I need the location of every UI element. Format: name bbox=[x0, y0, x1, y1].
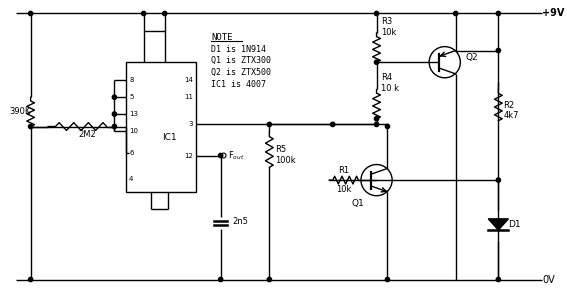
Text: 0V: 0V bbox=[542, 275, 555, 285]
Circle shape bbox=[112, 95, 117, 99]
Text: 5: 5 bbox=[129, 94, 133, 100]
Text: Q1 is ZTX300: Q1 is ZTX300 bbox=[211, 56, 271, 65]
Circle shape bbox=[112, 125, 117, 129]
Circle shape bbox=[112, 112, 117, 116]
Text: Q1: Q1 bbox=[352, 199, 365, 208]
Circle shape bbox=[331, 122, 335, 127]
Circle shape bbox=[496, 178, 501, 182]
Text: 100k: 100k bbox=[275, 156, 296, 165]
Text: R4: R4 bbox=[382, 73, 392, 82]
Text: NOTE: NOTE bbox=[211, 33, 232, 42]
Text: IC1: IC1 bbox=[162, 133, 177, 142]
Text: R3: R3 bbox=[382, 17, 393, 26]
Text: 12: 12 bbox=[184, 153, 193, 159]
Circle shape bbox=[267, 122, 272, 127]
Circle shape bbox=[496, 48, 501, 53]
Circle shape bbox=[374, 122, 379, 127]
Bar bbox=[126, 62, 196, 192]
Circle shape bbox=[374, 117, 379, 121]
Text: 2n5: 2n5 bbox=[232, 217, 248, 226]
Text: 13: 13 bbox=[129, 111, 138, 117]
Circle shape bbox=[218, 277, 223, 282]
Text: 2M2: 2M2 bbox=[78, 130, 96, 139]
Text: 11: 11 bbox=[184, 94, 193, 100]
Text: 3: 3 bbox=[189, 121, 193, 127]
Circle shape bbox=[454, 11, 458, 16]
Text: 10k: 10k bbox=[336, 185, 352, 194]
Text: 14: 14 bbox=[184, 77, 193, 83]
Text: 390K: 390K bbox=[9, 108, 31, 116]
Text: 4k7: 4k7 bbox=[503, 111, 519, 120]
Polygon shape bbox=[488, 219, 509, 230]
Text: 10 k: 10 k bbox=[382, 84, 399, 93]
Circle shape bbox=[374, 11, 379, 16]
Circle shape bbox=[218, 153, 223, 158]
Circle shape bbox=[267, 277, 272, 282]
Circle shape bbox=[386, 124, 390, 129]
Circle shape bbox=[496, 11, 501, 16]
Text: R1: R1 bbox=[338, 166, 349, 175]
Text: F$_{out}$: F$_{out}$ bbox=[229, 149, 245, 162]
Text: 10k: 10k bbox=[382, 28, 397, 37]
Text: D1 is 1N914: D1 is 1N914 bbox=[211, 45, 266, 54]
Circle shape bbox=[142, 11, 146, 16]
Circle shape bbox=[28, 277, 33, 282]
Text: Q2 is ZTX500: Q2 is ZTX500 bbox=[211, 68, 271, 77]
Text: 10: 10 bbox=[129, 128, 138, 134]
Text: +9V: +9V bbox=[542, 8, 565, 18]
Circle shape bbox=[374, 60, 379, 64]
Text: 8: 8 bbox=[129, 77, 134, 83]
Text: 4: 4 bbox=[129, 176, 133, 182]
Circle shape bbox=[496, 277, 501, 282]
Text: IC1 is 4007: IC1 is 4007 bbox=[211, 80, 266, 89]
Text: Q2: Q2 bbox=[465, 53, 478, 62]
Circle shape bbox=[28, 125, 33, 129]
Text: D1: D1 bbox=[508, 220, 521, 229]
Circle shape bbox=[163, 11, 167, 16]
Circle shape bbox=[28, 11, 33, 16]
Text: R5: R5 bbox=[275, 145, 286, 154]
Circle shape bbox=[386, 277, 390, 282]
Text: R2: R2 bbox=[503, 100, 514, 110]
Text: 6: 6 bbox=[129, 150, 134, 156]
